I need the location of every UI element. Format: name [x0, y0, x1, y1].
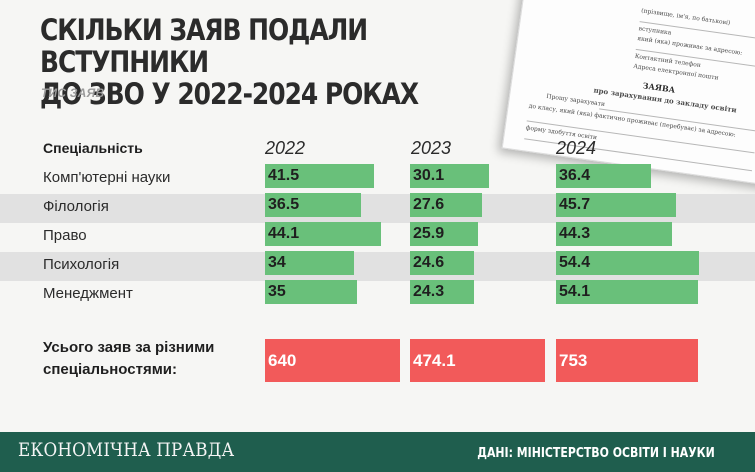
bar-value-label: 36.5: [268, 196, 300, 213]
bar-2022-4: [265, 280, 357, 304]
year-header: 2023: [411, 138, 452, 158]
bar-value-label: 35: [268, 283, 286, 300]
bar-2022-2: [265, 222, 381, 246]
title-line: ДО ЗВО У 2022-2024 РОКАХ: [40, 77, 419, 111]
category-label: Право: [43, 227, 87, 244]
total-box: [410, 339, 545, 382]
bar-value-label: 54.4: [559, 254, 591, 271]
bar-2022-3: [265, 251, 354, 275]
data-source: ДАНІ: МІНІСТЕРСТВО ОСВІТИ І НАУКИ: [477, 446, 715, 461]
bar-value-label: 36.4: [559, 167, 591, 184]
bar-2024-0: [556, 164, 651, 188]
bar-value-label: 24.6: [413, 254, 445, 271]
total-value: 753: [559, 351, 588, 370]
bar-2023-1: [410, 193, 482, 217]
bar-value-label: 34: [268, 254, 286, 271]
footer-bar: [0, 432, 755, 472]
bar-2022-0: [265, 164, 374, 188]
bar-2023-3: [410, 251, 474, 275]
bar-2023-4: [410, 280, 474, 304]
total-box: [265, 339, 400, 382]
category-label: Комп'ютерні науки: [43, 169, 171, 186]
bar-2022-1: [265, 193, 361, 217]
bar-2024-1: [556, 193, 676, 217]
total-value: 474.1: [413, 351, 456, 370]
bar-value-label: 41.5: [268, 167, 300, 184]
bar-value-label: 44.3: [559, 225, 591, 242]
totals-label: Усього заяв за різними спеціальностями:: [43, 339, 215, 378]
total-box: [556, 339, 698, 382]
application-document-image: (прізвище, ім'я, по батькові) вступника …: [501, 0, 755, 186]
bar-value-label: 44.1: [268, 225, 300, 242]
bar-value-label: 45.7: [559, 196, 591, 213]
bar-2023-2: [410, 222, 478, 246]
title-line: СКІЛЬКИ ЗАЯВ ПОДАЛИ ВСТУПНИКИ: [40, 13, 368, 79]
page-title: СКІЛЬКИ ЗАЯВ ПОДАЛИ ВСТУПНИКИ ДО ЗВО У 2…: [40, 14, 436, 110]
bar-2023-0: [410, 164, 489, 188]
bar-value-label: 54.1: [559, 283, 591, 300]
column-header-specialty: Спеціальність: [43, 140, 143, 156]
category-label: Психологія: [43, 256, 120, 273]
bar-value-label: 25.9: [413, 225, 445, 242]
category-label: Філологія: [43, 198, 109, 215]
bar-2024-4: [556, 280, 698, 304]
category-label: Менеджмент: [43, 285, 133, 302]
bar-value-label: 30.1: [413, 167, 445, 184]
bar-2024-2: [556, 222, 672, 246]
unit-subtitle: ТИС ЗАЯВ: [41, 86, 105, 100]
bar-value-label: 24.3: [413, 283, 445, 300]
total-value: 640: [268, 351, 297, 370]
brand-logo: ЕКОНОМІЧНА ПРАВДА: [18, 439, 235, 461]
bar-2024-3: [556, 251, 699, 275]
document-line: який (яка) проживає за адресою:: [636, 35, 743, 57]
bar-value-label: 27.6: [413, 196, 445, 213]
year-header: 2022: [265, 138, 306, 158]
year-header: 2024: [556, 138, 597, 158]
